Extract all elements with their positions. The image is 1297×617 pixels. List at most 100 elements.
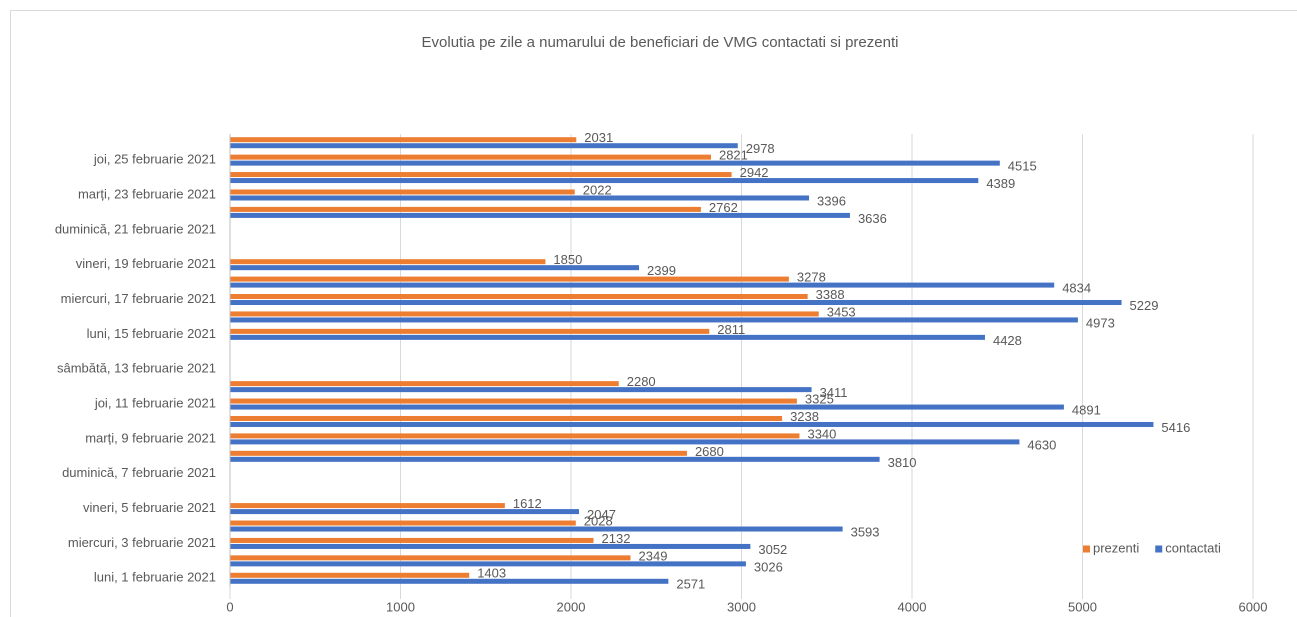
data-label: 3238 bbox=[790, 409, 819, 424]
bar bbox=[230, 206, 701, 212]
y-tick-label: luni, 15 februarie 2021 bbox=[87, 326, 216, 341]
legend-label: prezenti bbox=[1093, 540, 1139, 555]
data-label: 2978 bbox=[746, 141, 775, 156]
bar bbox=[230, 259, 546, 265]
data-label: 3810 bbox=[888, 455, 917, 470]
data-label: 2031 bbox=[584, 130, 613, 145]
bar bbox=[230, 300, 1122, 306]
bar bbox=[230, 381, 619, 387]
bar bbox=[230, 509, 580, 515]
y-tick-label: duminică, 21 februarie 2021 bbox=[55, 221, 216, 236]
bar bbox=[230, 311, 819, 317]
x-tick-label: 2000 bbox=[557, 599, 586, 614]
x-tick-label: 0 bbox=[226, 599, 233, 614]
bar bbox=[230, 172, 732, 178]
bar bbox=[230, 572, 470, 578]
y-tick-label: joi, 11 februarie 2021 bbox=[94, 395, 216, 410]
data-label: 2132 bbox=[602, 531, 631, 546]
data-label: 2762 bbox=[709, 200, 738, 215]
data-label: 2571 bbox=[676, 577, 705, 592]
bar bbox=[230, 520, 576, 526]
y-tick-label: miercuri, 17 februarie 2021 bbox=[61, 291, 216, 306]
bar bbox=[230, 543, 751, 549]
bar bbox=[230, 189, 575, 195]
data-label: 1403 bbox=[477, 566, 506, 581]
data-label: 5229 bbox=[1130, 298, 1159, 313]
data-label: 1612 bbox=[513, 496, 542, 511]
data-label: 4428 bbox=[993, 333, 1022, 348]
bar bbox=[230, 317, 1078, 323]
bar bbox=[230, 334, 985, 340]
x-tick-label: 1000 bbox=[386, 599, 415, 614]
y-tick-label: luni, 1 februarie 2021 bbox=[94, 570, 216, 585]
legend-label: contactati bbox=[1165, 540, 1221, 555]
bar bbox=[230, 178, 979, 184]
data-label: 1850 bbox=[553, 252, 582, 267]
bar bbox=[230, 503, 505, 509]
data-label: 2821 bbox=[719, 148, 748, 163]
data-label: 3636 bbox=[858, 211, 887, 226]
bar bbox=[230, 195, 810, 201]
bar bbox=[230, 154, 711, 160]
y-tick-label: joi, 25 februarie 2021 bbox=[93, 152, 216, 167]
data-label: 2028 bbox=[584, 513, 613, 528]
data-label: 4389 bbox=[986, 176, 1015, 191]
data-label: 3325 bbox=[805, 391, 834, 406]
data-label: 3340 bbox=[807, 426, 836, 441]
data-label: 2349 bbox=[639, 548, 668, 563]
bar bbox=[230, 421, 1154, 427]
bar bbox=[230, 160, 1000, 166]
x-tick-label: 3000 bbox=[727, 599, 756, 614]
data-label: 4891 bbox=[1072, 402, 1101, 417]
y-tick-label: duminică, 7 februarie 2021 bbox=[62, 465, 216, 480]
bar bbox=[230, 294, 808, 300]
y-tick-label: marți, 9 februarie 2021 bbox=[85, 430, 216, 445]
data-label: 3278 bbox=[797, 270, 826, 285]
bar bbox=[230, 398, 797, 404]
bar bbox=[230, 433, 800, 439]
chart-title: Evolutia pe zile a numarului de benefici… bbox=[422, 34, 899, 51]
bar bbox=[230, 276, 789, 282]
y-tick-label: vineri, 19 februarie 2021 bbox=[76, 256, 216, 271]
data-label: 5416 bbox=[1161, 420, 1190, 435]
bar bbox=[230, 456, 880, 462]
data-label: 3593 bbox=[851, 524, 880, 539]
data-label: 4630 bbox=[1027, 437, 1056, 452]
bar bbox=[230, 387, 812, 393]
bar bbox=[230, 212, 850, 218]
data-label: 2280 bbox=[627, 374, 656, 389]
data-label: 2811 bbox=[717, 322, 745, 337]
data-label: 4515 bbox=[1008, 159, 1037, 174]
bar bbox=[230, 404, 1064, 410]
bar bbox=[230, 561, 746, 567]
x-tick-label: 5000 bbox=[1068, 599, 1097, 614]
bar bbox=[230, 415, 783, 421]
data-label: 2022 bbox=[583, 182, 612, 197]
x-tick-label: 6000 bbox=[1239, 599, 1268, 614]
bar bbox=[230, 265, 640, 271]
x-tick-label: 4000 bbox=[898, 599, 927, 614]
data-label: 3411 bbox=[820, 385, 848, 400]
data-label: 2942 bbox=[740, 165, 769, 180]
y-tick-label: sâmbătă, 13 februarie 2021 bbox=[57, 361, 216, 376]
data-label: 3396 bbox=[817, 193, 846, 208]
data-label: 3026 bbox=[754, 559, 783, 574]
bar bbox=[230, 137, 577, 143]
bar bbox=[230, 450, 687, 456]
bar bbox=[230, 439, 1020, 445]
data-label: 4973 bbox=[1086, 315, 1115, 330]
data-label: 2047 bbox=[587, 507, 616, 522]
data-label: 2399 bbox=[647, 263, 676, 278]
data-label: 3388 bbox=[816, 287, 845, 302]
y-tick-label: marți, 23 februarie 2021 bbox=[78, 186, 216, 201]
bar bbox=[230, 578, 669, 584]
data-label: 2680 bbox=[695, 444, 724, 459]
data-label: 3052 bbox=[758, 542, 787, 557]
bar bbox=[230, 143, 738, 149]
bar bbox=[230, 282, 1055, 288]
data-label: 4834 bbox=[1062, 281, 1091, 296]
y-tick-label: miercuri, 3 februarie 2021 bbox=[68, 535, 216, 550]
y-tick-label: vineri, 5 februarie 2021 bbox=[83, 500, 216, 515]
legend-swatch bbox=[1083, 545, 1090, 553]
